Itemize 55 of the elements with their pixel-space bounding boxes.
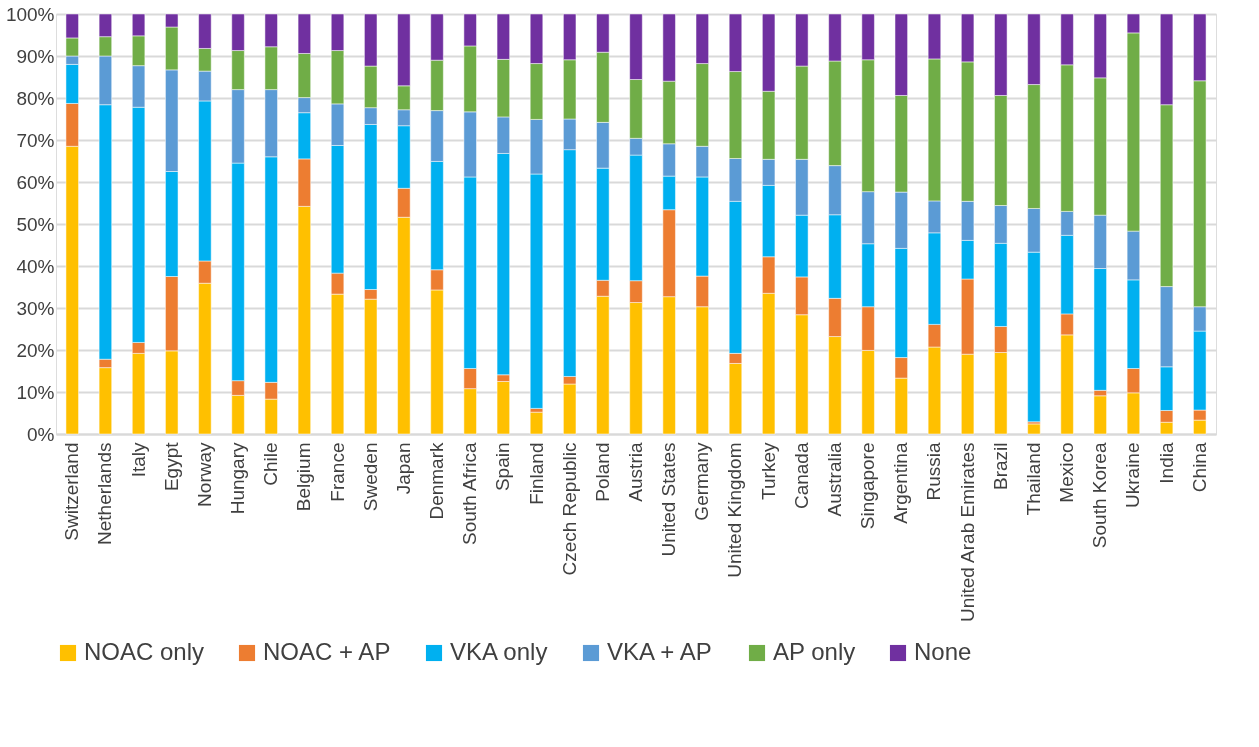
x-tick-label: China xyxy=(1188,442,1210,493)
bar xyxy=(1093,395,1107,435)
y-tick-label: 40% xyxy=(16,255,55,277)
x-tick-label: Belgium xyxy=(293,442,315,512)
bar xyxy=(529,411,544,435)
x-tick-label: India xyxy=(1155,442,1177,484)
x-tick-label: Canada xyxy=(790,442,812,510)
legend-label: None xyxy=(914,638,972,665)
x-tick-label: South Africa xyxy=(459,442,481,545)
legend-label: NOAC only xyxy=(84,638,205,665)
x-tick-label: Spain xyxy=(492,442,514,492)
x-tick-label: United States xyxy=(658,442,680,557)
y-tick-label: 60% xyxy=(16,171,55,193)
x-tick-label: Czech Republic xyxy=(558,442,580,576)
y-tick-label: 30% xyxy=(16,297,55,319)
y-tick-label: 10% xyxy=(16,381,55,403)
y-tick-label: 0% xyxy=(27,423,55,445)
x-tick-label: Poland xyxy=(591,442,613,502)
x-tick-label: France xyxy=(326,442,348,502)
x-tick-label: Argentina xyxy=(890,442,912,524)
x-tick-label: Egypt xyxy=(160,441,182,492)
y-tick-label: 50% xyxy=(16,213,55,235)
x-tick-label: United Kingdom xyxy=(724,442,746,578)
legend-label: NOAC + AP xyxy=(263,638,391,665)
x-tick-label: Russia xyxy=(923,442,945,501)
x-tick-label: Switzerland xyxy=(61,442,83,541)
x-tick-label: Norway xyxy=(193,442,215,507)
x-tick-label: Austria xyxy=(625,442,646,502)
x-tick-label: Ukraine xyxy=(1122,442,1144,508)
x-tick-label: Singapore xyxy=(857,442,879,530)
legend-label: VKA only xyxy=(450,638,548,665)
x-tick-label: Sweden xyxy=(359,442,381,512)
x-tick-label: Australia xyxy=(823,442,845,517)
y-tick-label: 90% xyxy=(16,45,55,67)
y-tick-label: 100% xyxy=(5,3,55,25)
x-tick-label: Germany xyxy=(691,442,713,521)
legend-label: AP only xyxy=(773,638,856,665)
x-tick-label: United Arab Emirates xyxy=(956,442,978,623)
x-tick-label: Finland xyxy=(525,442,547,505)
legend-label: VKA + AP xyxy=(607,638,712,665)
x-tick-label: Hungary xyxy=(227,442,249,515)
y-tick-label: 20% xyxy=(16,339,55,361)
x-tick-label: Turkey xyxy=(757,442,779,500)
x-tick-label: Thailand xyxy=(1022,442,1044,516)
bar xyxy=(1027,423,1041,435)
x-tick-label: Netherlands xyxy=(94,442,116,545)
x-tick-label: Brazil xyxy=(989,442,1011,491)
x-tick-label: Denmark xyxy=(426,442,448,520)
x-tick-label: Chile xyxy=(260,442,282,486)
x-tick-label: Japan xyxy=(392,442,414,495)
y-tick-label: 80% xyxy=(16,87,55,109)
x-tick-label: South Korea xyxy=(1089,442,1111,549)
x-tick-label: Italy xyxy=(127,442,149,478)
x-tick-label: Mexico xyxy=(1056,442,1078,503)
y-tick-label: 70% xyxy=(16,129,55,151)
